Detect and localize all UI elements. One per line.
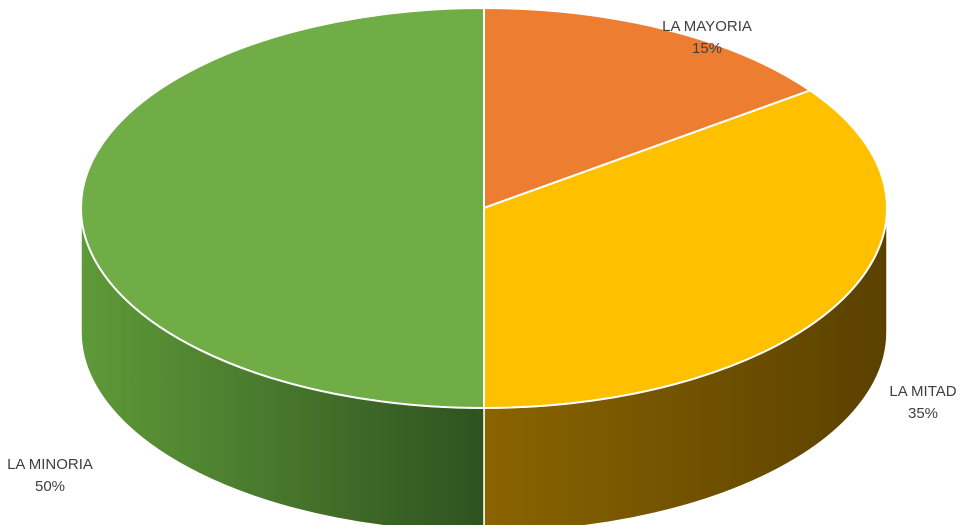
slice-category-label: LA MAYORIA	[662, 18, 752, 35]
pie-tops	[80, 7, 888, 409]
slice-label-la-minoria: LA MINORIA 50%	[7, 456, 93, 495]
slice-label-la-mitad: LA MITAD 35%	[889, 383, 956, 422]
slice-category-label: LA MINORIA	[7, 456, 93, 473]
pie-slice-la-minoria	[80, 7, 485, 409]
slice-value-label: 50%	[35, 478, 65, 495]
slice-category-label: LA MITAD	[889, 383, 956, 400]
pie-slice-la-mayoria	[483, 7, 812, 209]
slice-value-label: 15%	[692, 40, 722, 57]
pie-labels: LA MAYORIA 15% LA MITAD 35% LA MINORIA 50%	[7, 18, 957, 495]
slice-label-la-mayoria: LA MAYORIA 15%	[662, 18, 752, 57]
pie-slice-la-mitad	[483, 89, 888, 409]
slice-value-label: 35%	[908, 405, 938, 422]
